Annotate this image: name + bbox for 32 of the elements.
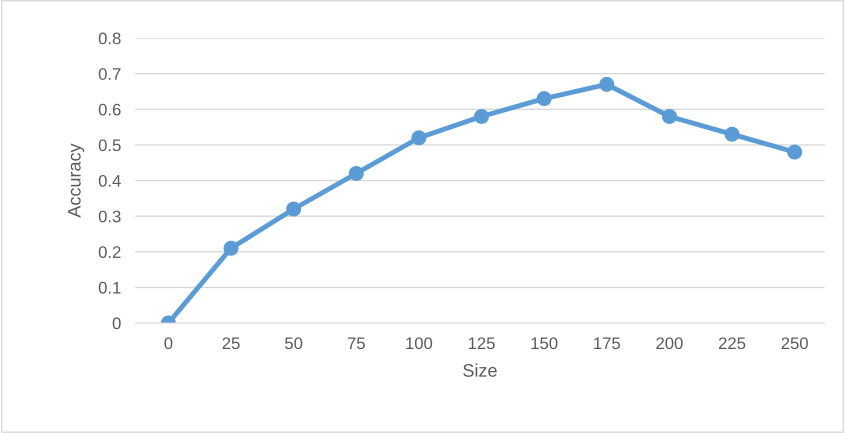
point [787,144,802,160]
y-tick-label: 0.5 [98,139,121,152]
x-tick-label: 0 [164,337,172,350]
x-tick-label: 125 [468,337,495,350]
y-tick-label: 0.2 [98,246,120,258]
point [348,166,364,181]
x-tick-label: 150 [532,337,558,350]
point [599,76,614,92]
x-tick-label: 175 [594,338,620,350]
y-tick-label: 0.6 [98,104,121,116]
x-tick-label: 25 [222,337,240,350]
y-tick-label: 0.8 [98,32,121,44]
x-tick-label: 250 [782,337,808,350]
y-axis-title: Accuracy [68,143,84,218]
x-tick-label: 200 [656,337,683,350]
point [724,126,740,142]
y-tick-label: 0.7 [98,68,120,80]
y-tick-label: 0.3 [98,210,121,222]
x-tick-label: 100 [406,337,432,350]
x-tick-label: 75 [348,338,365,350]
point [474,108,489,124]
x-tick-label: 225 [718,337,746,350]
point [536,91,552,106]
point [286,202,302,217]
x-tick-label: 50 [285,337,302,350]
point [662,108,677,124]
x-axis-title: Size [463,364,497,377]
y-tick-label: 0.4 [98,174,121,187]
y-tick-label: 0.1 [98,282,120,294]
y-tick-label: 0 [112,317,121,330]
point [411,130,426,146]
point [224,240,238,256]
